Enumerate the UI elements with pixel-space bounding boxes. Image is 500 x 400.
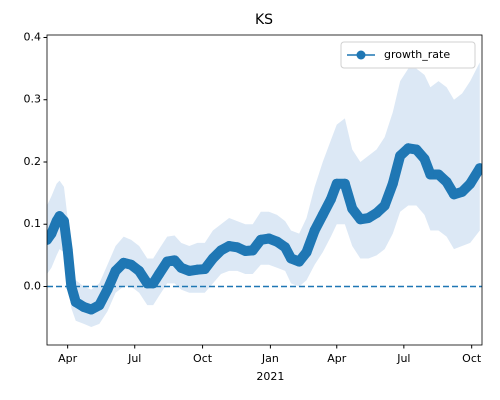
marker — [255, 234, 266, 245]
marker — [347, 203, 358, 214]
marker — [169, 255, 180, 266]
marker — [474, 163, 482, 174]
marker — [148, 278, 159, 289]
marker — [403, 143, 414, 154]
x-tick-label: Apr — [327, 352, 347, 365]
x-tick-label: Jul — [396, 352, 410, 365]
marker — [395, 150, 406, 161]
marker — [134, 265, 145, 276]
marker — [280, 242, 291, 253]
marker — [355, 214, 366, 225]
marker — [216, 245, 226, 256]
marker — [425, 169, 436, 180]
marker — [232, 242, 243, 253]
marker — [162, 256, 173, 267]
marker — [325, 194, 336, 205]
marker — [419, 153, 430, 164]
marker — [184, 265, 195, 276]
marker — [192, 264, 203, 275]
marker — [339, 178, 350, 189]
y-tick-label: 0.0 — [24, 279, 42, 292]
x-tick-sublabel: 2021 — [256, 370, 284, 383]
marker — [441, 176, 452, 187]
marker — [301, 247, 312, 258]
legend-box — [340, 41, 476, 69]
marker — [286, 253, 297, 264]
marker — [102, 284, 113, 295]
marker — [70, 297, 81, 308]
marker — [433, 169, 444, 180]
marker — [58, 216, 69, 227]
marker — [263, 233, 274, 244]
y-tick-label: 0.2 — [24, 155, 42, 168]
marker — [154, 269, 165, 280]
y-tick-label: 0.3 — [24, 93, 42, 106]
marker — [457, 186, 468, 197]
chart-title: KS — [255, 12, 273, 28]
marker — [331, 178, 342, 189]
marker — [448, 189, 459, 200]
x-tick-label: Apr — [58, 352, 78, 365]
plot-frame — [46, 34, 483, 346]
marker — [247, 245, 258, 256]
x-tick-label: Oct — [193, 352, 213, 365]
marker — [363, 213, 374, 224]
marker — [294, 256, 305, 267]
legend-label: growth_rate — [384, 48, 450, 61]
y-tick-label: 0.1 — [24, 217, 42, 230]
legend: growth_rate — [340, 41, 476, 69]
marker — [62, 244, 73, 255]
marker — [371, 208, 382, 219]
x-tick-label: Oct — [462, 352, 482, 365]
confidence-band — [47, 62, 480, 327]
marker — [411, 144, 422, 155]
marker — [86, 304, 97, 315]
x-tick-label: Jul — [127, 352, 141, 365]
marker — [240, 246, 251, 257]
marker — [199, 264, 210, 275]
legend-marker — [356, 50, 366, 60]
marker — [110, 265, 121, 276]
y-tick-label: 0.4 — [24, 30, 42, 43]
marker — [317, 209, 328, 220]
marker — [224, 241, 235, 252]
marker — [207, 253, 218, 264]
marker — [387, 178, 398, 189]
marker — [126, 259, 137, 270]
marker — [465, 178, 476, 189]
marker — [309, 225, 320, 236]
marker — [94, 300, 105, 311]
marker — [379, 200, 390, 211]
marker — [47, 228, 57, 239]
marker — [176, 262, 187, 273]
marker — [66, 281, 77, 292]
x-tick-label: Jan — [261, 352, 279, 365]
marker — [272, 236, 283, 247]
